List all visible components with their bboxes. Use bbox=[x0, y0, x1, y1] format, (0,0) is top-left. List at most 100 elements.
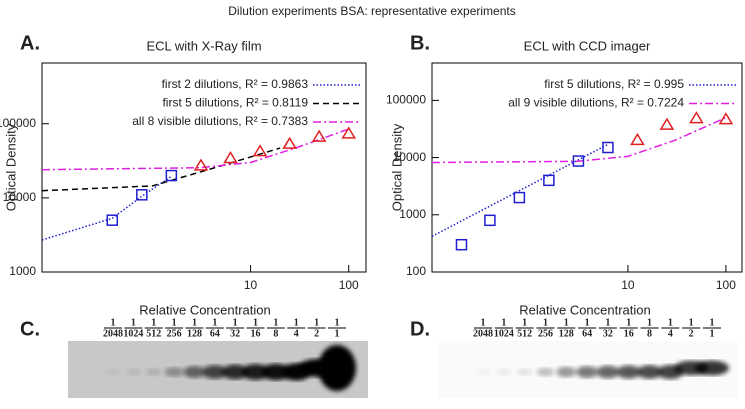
y-tick-label: 1000 bbox=[399, 207, 426, 221]
fraction-numerator: 1 bbox=[626, 317, 631, 328]
fraction-denominator: 256 bbox=[167, 328, 182, 339]
fraction-numerator: 1 bbox=[273, 317, 278, 328]
y-tick-label: 10000 bbox=[3, 190, 37, 204]
fraction-numerator: 1 bbox=[172, 317, 177, 328]
fit-line bbox=[42, 128, 349, 171]
fraction-numerator: 1 bbox=[253, 317, 258, 328]
fraction-denominator: 1024 bbox=[123, 328, 143, 339]
fraction-denominator: 1 bbox=[710, 328, 715, 339]
fraction-numerator: 1 bbox=[294, 317, 299, 328]
fraction-numerator: 1 bbox=[543, 317, 548, 328]
data-point bbox=[718, 112, 734, 125]
blot-axis-label: Relative Concentration bbox=[139, 302, 271, 317]
data-point bbox=[252, 144, 268, 157]
data-point bbox=[630, 132, 645, 146]
data-point bbox=[543, 174, 555, 187]
fraction-denominator: 4 bbox=[294, 328, 299, 339]
data-point bbox=[223, 151, 238, 164]
fraction-numerator: 1 bbox=[151, 317, 156, 328]
blot-band bbox=[516, 368, 533, 376]
fraction-denominator: 1 bbox=[335, 328, 340, 339]
fraction-denominator: 4 bbox=[668, 328, 673, 339]
y-tick-label: 1000 bbox=[9, 264, 36, 278]
data-point bbox=[136, 189, 148, 201]
blot-band bbox=[576, 366, 598, 378]
blot-band bbox=[261, 363, 290, 381]
fraction-denominator: 8 bbox=[647, 328, 652, 339]
fraction-denominator: 64 bbox=[210, 328, 220, 339]
blot-band bbox=[202, 365, 228, 379]
fraction-numerator: 1 bbox=[192, 317, 197, 328]
chart-title: ECL with CCD imager bbox=[524, 38, 651, 53]
fraction-denominator: 2048 bbox=[473, 328, 493, 339]
y-tick-label: 100000 bbox=[386, 93, 426, 107]
panel-label: D. bbox=[410, 318, 430, 340]
fraction-numerator: 1 bbox=[314, 317, 319, 328]
blot-axis-label: Relative Concentration bbox=[519, 302, 651, 317]
y-tick-label: 100000 bbox=[0, 116, 36, 130]
panel-label: A. bbox=[20, 32, 40, 54]
data-point bbox=[484, 214, 496, 227]
blot-band bbox=[536, 367, 555, 377]
data-point bbox=[193, 158, 209, 171]
fraction-numerator: 1 bbox=[564, 317, 569, 328]
plot-frame bbox=[431, 62, 743, 273]
chart-title: ECL with X-Ray film bbox=[146, 38, 261, 53]
blot-band bbox=[616, 365, 641, 379]
plot-area bbox=[432, 111, 734, 251]
fraction-denominator: 2048 bbox=[103, 328, 123, 339]
fraction-denominator: 128 bbox=[187, 328, 202, 339]
panel-label: C. bbox=[20, 318, 40, 340]
fraction-numerator: 1 bbox=[501, 317, 506, 328]
plot-frame bbox=[41, 62, 367, 273]
fraction-numerator: 1 bbox=[668, 317, 673, 328]
blot-band bbox=[476, 369, 491, 375]
fraction-denominator: 8 bbox=[273, 328, 278, 339]
fraction-denominator: 2 bbox=[689, 328, 694, 339]
blot-band bbox=[596, 365, 620, 379]
blot-band bbox=[145, 368, 162, 376]
fraction-denominator: 512 bbox=[517, 328, 532, 339]
fraction-numerator: 1 bbox=[647, 317, 652, 328]
x-tick-label: 10 bbox=[621, 278, 635, 292]
fraction-denominator: 16 bbox=[624, 328, 634, 339]
fraction-denominator: 32 bbox=[603, 328, 613, 339]
plot-area bbox=[42, 126, 357, 241]
fraction-denominator: 128 bbox=[559, 328, 574, 339]
fit-line bbox=[432, 143, 609, 238]
fraction-denominator: 16 bbox=[251, 328, 261, 339]
legend-label: first 5 dilutions, R² = 0.995 bbox=[544, 77, 684, 91]
data-point bbox=[602, 141, 614, 154]
fraction-numerator: 1 bbox=[522, 317, 527, 328]
fraction-denominator: 512 bbox=[146, 328, 161, 339]
fraction-denominator: 256 bbox=[538, 328, 553, 339]
y-axis-label: Optical Density bbox=[389, 123, 404, 211]
blot-band bbox=[318, 345, 356, 391]
data-point bbox=[106, 214, 119, 226]
fraction-numerator: 1 bbox=[689, 317, 694, 328]
data-point bbox=[165, 169, 178, 182]
y-tick-label: 100 bbox=[406, 264, 426, 278]
legend-label: first 2 dilutions, R² = 0.9863 bbox=[162, 77, 309, 91]
blot-band bbox=[125, 368, 142, 376]
figure-title: Dilution experiments BSA: representative… bbox=[228, 4, 515, 18]
fit-line bbox=[432, 116, 727, 164]
fraction-numerator: 1 bbox=[335, 317, 340, 328]
blot-band bbox=[695, 360, 729, 376]
fraction-denominator: 32 bbox=[230, 328, 240, 339]
fraction-numerator: 1 bbox=[111, 317, 116, 328]
fraction-numerator: 1 bbox=[710, 317, 715, 328]
fraction-numerator: 1 bbox=[481, 317, 486, 328]
blot-band bbox=[105, 368, 121, 376]
legend-label: all 9 visible dilutions, R² = 0.7224 bbox=[508, 96, 684, 110]
blot-band bbox=[241, 364, 270, 380]
data-point bbox=[455, 238, 468, 251]
blot-band bbox=[164, 367, 184, 377]
data-point bbox=[513, 191, 526, 204]
fit-line bbox=[42, 175, 172, 241]
fraction-numerator: 1 bbox=[131, 317, 136, 328]
data-point bbox=[689, 111, 704, 124]
legend-label: all 8 visible dilutions, R² = 0.7383 bbox=[132, 114, 308, 128]
panel-label: B. bbox=[410, 32, 430, 54]
